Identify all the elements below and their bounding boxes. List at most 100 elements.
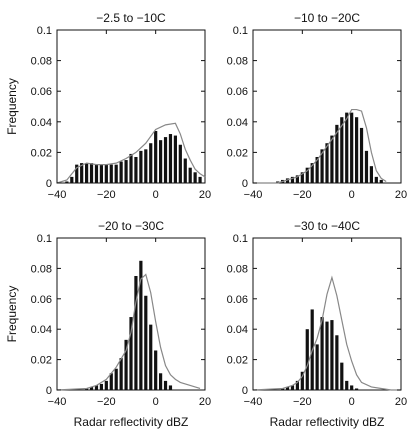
distribution-line	[253, 108, 387, 184]
x-tick-label: −40	[48, 189, 67, 201]
x-tick-label: 20	[395, 189, 407, 201]
x-tick-label: 20	[199, 396, 211, 408]
histogram-bar	[345, 112, 349, 183]
histogram-bar	[350, 112, 354, 183]
histogram-bar	[139, 150, 143, 183]
distribution-line	[252, 275, 401, 391]
histogram-bar	[374, 176, 378, 183]
x-tick-label: 0	[153, 396, 159, 408]
histogram-bar	[198, 176, 202, 183]
chart-panel-2: −40 −20 0 20 0 0.02 0.04 0.06 0.08 0.1 −10 to −20C	[227, 11, 408, 201]
y-tick-label: 0.04	[31, 117, 52, 129]
y-tick-label: 0.08	[31, 263, 52, 275]
histogram-bar	[290, 176, 295, 183]
histogram-bar	[295, 175, 299, 183]
histogram-bar	[320, 317, 324, 390]
histogram-bar	[65, 181, 69, 183]
histogram-bar	[89, 386, 94, 390]
x-tick-label: 0	[153, 189, 159, 201]
histogram-bar	[355, 388, 359, 390]
histogram-bar	[340, 117, 344, 183]
histogram-bar	[290, 385, 295, 390]
histogram-bar	[305, 167, 309, 183]
histogram-bar	[154, 350, 158, 390]
y-tick-label: 0	[242, 385, 248, 397]
x-tick-label: 20	[395, 396, 407, 408]
histogram-bar	[159, 140, 163, 183]
histogram-bar	[345, 380, 349, 390]
x-tick-label: −20	[97, 189, 116, 201]
histogram-bar	[168, 134, 173, 183]
chart-panel-3: −40 −20 0 20 0 0.02 0.04 0.06 0.08 0.1 −20 to −30C…	[5, 219, 211, 429]
y-tick-label: 0.06	[227, 86, 248, 98]
histogram-bar	[99, 164, 103, 183]
histogram-bar	[276, 181, 280, 183]
histogram-bar	[173, 135, 177, 183]
histogram-bar	[300, 371, 304, 390]
histogram-bar	[104, 380, 108, 390]
y-axis-title: Frequency	[5, 78, 19, 135]
histogram-bar	[325, 143, 329, 183]
y-tick-label: 0.02	[31, 355, 52, 367]
x-tick-label: −40	[244, 396, 263, 408]
distribution-line	[56, 273, 201, 391]
histogram-bar	[134, 276, 138, 390]
histogram-bar	[85, 163, 89, 183]
histogram-bar	[285, 178, 290, 183]
histogram-bar	[281, 388, 285, 390]
y-tick-label: 0.02	[31, 147, 52, 159]
y-tick-label: 0.02	[227, 355, 248, 367]
histogram-bar	[119, 358, 123, 390]
y-tick-label: 0	[242, 178, 248, 190]
histogram-bar	[305, 329, 309, 390]
histogram-bar	[109, 373, 113, 390]
histogram-bar	[163, 380, 168, 390]
x-tick-label: 0	[349, 189, 355, 201]
histogram-bar	[70, 176, 74, 183]
x-tick-label: −20	[97, 396, 116, 408]
panel-title: −30 to −40C	[294, 219, 360, 233]
histogram-bar	[335, 124, 339, 183]
x-tick-label: 20	[199, 189, 211, 201]
histogram-bar	[159, 373, 163, 390]
x-tick-label: −20	[293, 189, 312, 201]
x-tick-label: 0	[349, 396, 355, 408]
histogram-bar	[364, 150, 369, 183]
histogram-bar	[335, 335, 339, 390]
y-tick-label: 0.1	[37, 233, 52, 245]
histogram-bar	[330, 320, 334, 390]
y-tick-label: 0.1	[233, 25, 248, 37]
histogram-bar	[295, 380, 299, 390]
histogram-bar	[124, 160, 128, 183]
histogram-bar	[359, 127, 364, 183]
histogram-bar	[285, 386, 290, 390]
y-tick-label: 0.08	[227, 56, 248, 68]
y-tick-label: 0.1	[233, 233, 248, 245]
histogram-bar	[124, 339, 128, 390]
histogram-bar	[75, 164, 79, 183]
histogram-bar	[144, 149, 148, 183]
chart-panel-1: −40 −20 0 20 0 0.02 0.04 0.06 0.08 0.1 −2.5 to −10…	[5, 11, 211, 201]
histogram-bar	[89, 163, 94, 183]
histogram-bar	[149, 143, 153, 183]
histogram-bar	[369, 166, 373, 183]
histogram-bar	[193, 172, 197, 183]
histogram-bar	[315, 344, 319, 390]
histogram-bar	[188, 167, 192, 183]
y-tick-label: 0.08	[227, 263, 248, 275]
x-tick-label: −20	[293, 396, 312, 408]
histogram-bar	[183, 158, 187, 183]
x-axis-title: Radar reflectivity dBZ	[270, 415, 385, 429]
histogram-bar	[129, 317, 133, 390]
histogram-bar	[315, 156, 319, 183]
histogram-bar	[99, 383, 103, 390]
histogram-bar	[154, 130, 158, 183]
histogram-bar	[80, 163, 84, 183]
histogram-bar	[94, 164, 99, 183]
histogram-bar	[119, 161, 123, 183]
histogram-bar	[114, 164, 118, 183]
histogram-bar	[129, 153, 133, 183]
y-tick-label: 0.1	[37, 25, 52, 37]
histogram-bar	[320, 149, 324, 183]
